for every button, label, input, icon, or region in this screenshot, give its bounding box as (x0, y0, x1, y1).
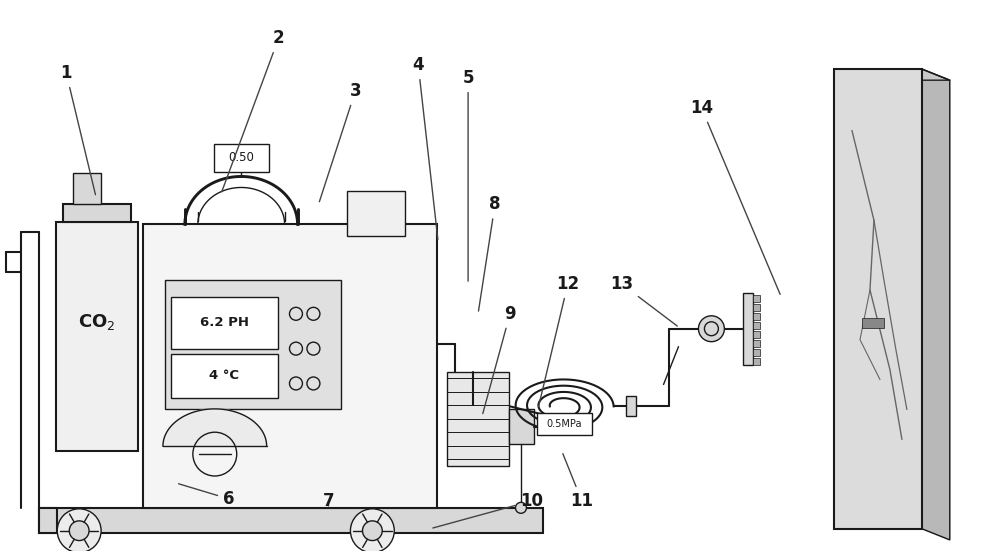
Bar (537, 413, 592, 435)
Polygon shape (834, 69, 950, 80)
Text: 2: 2 (222, 29, 284, 192)
Bar (753, 349, 760, 355)
Bar (862, 318, 884, 328)
Text: 4 °C: 4 °C (209, 369, 239, 382)
Bar (509, 410, 534, 444)
Text: 6.2 PH: 6.2 PH (200, 316, 249, 329)
Bar (753, 313, 760, 320)
Bar (63, 204, 131, 222)
Bar (753, 340, 760, 347)
Text: 0.50: 0.50 (228, 151, 254, 164)
Bar (753, 322, 760, 329)
Bar (214, 144, 269, 172)
Polygon shape (163, 409, 267, 446)
Text: 11: 11 (563, 454, 593, 510)
Bar (834, 69, 922, 529)
Bar (753, 331, 760, 338)
Text: 0.5MPa: 0.5MPa (547, 420, 582, 429)
Text: 12: 12 (539, 275, 579, 407)
Text: 6: 6 (179, 484, 235, 508)
Text: CO$_2$: CO$_2$ (78, 312, 116, 332)
Bar (753, 358, 760, 364)
Circle shape (698, 316, 724, 342)
Text: 3: 3 (319, 82, 361, 201)
Bar (447, 371, 509, 466)
Bar (39, 508, 57, 533)
Bar (171, 354, 278, 399)
Bar (347, 192, 405, 236)
Text: 10: 10 (433, 492, 543, 528)
Bar (143, 224, 437, 508)
Text: 5: 5 (462, 69, 474, 281)
Bar (39, 508, 543, 533)
Bar (626, 396, 636, 416)
Circle shape (57, 509, 101, 552)
Circle shape (362, 521, 382, 540)
Text: 8: 8 (478, 195, 501, 311)
Bar (56, 222, 138, 451)
Bar (165, 280, 341, 410)
Circle shape (350, 509, 394, 552)
Text: 14: 14 (690, 99, 780, 294)
Bar (171, 297, 278, 349)
Polygon shape (922, 69, 950, 540)
Bar (753, 295, 760, 302)
Text: 9: 9 (483, 305, 516, 413)
Bar (73, 173, 101, 204)
Circle shape (515, 502, 526, 513)
Text: 4: 4 (412, 56, 438, 240)
Text: 1: 1 (60, 64, 95, 195)
Bar (753, 304, 760, 311)
Bar (743, 293, 753, 364)
Text: 13: 13 (610, 275, 677, 326)
Circle shape (69, 521, 89, 540)
Text: 7: 7 (323, 492, 334, 510)
